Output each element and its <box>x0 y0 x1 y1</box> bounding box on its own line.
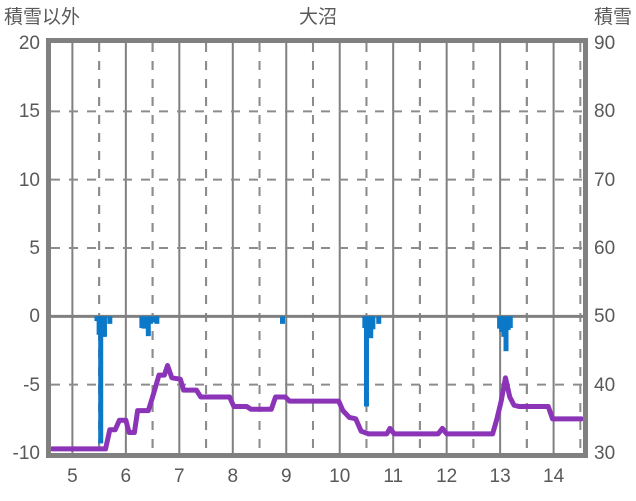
plot-svg <box>51 43 583 453</box>
y-axis-right-tick-label: 90 <box>594 33 616 54</box>
y-axis-left-tick-label: 0 <box>29 306 40 328</box>
bar <box>151 316 157 323</box>
left-axis-title: 積雪以外 <box>4 7 81 28</box>
bar <box>98 316 104 444</box>
bar <box>101 316 107 337</box>
y-axis-right-tick-label: 50 <box>594 306 616 328</box>
plot-area <box>46 38 588 458</box>
bar <box>145 316 151 337</box>
chart-title: 大沼 <box>298 7 337 28</box>
x-axis-tick-label: 12 <box>436 466 458 487</box>
y-axis-left-tick-label: -5 <box>23 374 40 396</box>
y-axis-left-tick-label: 10 <box>18 169 40 191</box>
y-axis-left-tick-label: 5 <box>29 238 40 259</box>
right-axis-title: 積雪 <box>593 7 632 28</box>
x-axis-tick-label: 10 <box>329 466 351 487</box>
x-axis-tick-label: 6 <box>120 466 132 487</box>
line-series-snow-depth <box>51 363 583 452</box>
bar <box>376 316 382 324</box>
x-axis-tick-label: 11 <box>383 466 404 487</box>
bar <box>154 316 160 324</box>
y-axis-left-tick-label: 20 <box>18 33 40 54</box>
x-axis-tick-label: 7 <box>174 466 185 487</box>
bar <box>503 316 509 352</box>
bar-series-precipitation <box>94 316 513 444</box>
x-axis-tick-label: 9 <box>280 466 292 487</box>
x-axis-tick-label: 8 <box>227 466 239 487</box>
y-axis-right-tick-label: 70 <box>594 169 616 191</box>
y-axis-left-tick-label: 15 <box>18 101 40 123</box>
plot-inner <box>51 43 583 453</box>
y-axis-right-tick-label: 80 <box>594 101 616 123</box>
x-axis-tick-label: 14 <box>543 466 565 487</box>
y-axis-right-tick-label: 60 <box>594 238 616 259</box>
x-axis-tick-label: 13 <box>489 466 511 487</box>
bar <box>363 316 369 407</box>
bar <box>141 316 147 329</box>
x-axis-tick-label: 5 <box>67 466 78 487</box>
y-axis-left-tick-label: -10 <box>12 443 40 464</box>
bar <box>370 316 376 330</box>
y-axis-right-tick-label: 30 <box>594 443 616 464</box>
bar <box>507 316 513 328</box>
bar <box>280 316 286 324</box>
y-axis-right-tick-label: 40 <box>594 374 616 396</box>
bar <box>147 316 153 324</box>
bar <box>107 316 113 324</box>
